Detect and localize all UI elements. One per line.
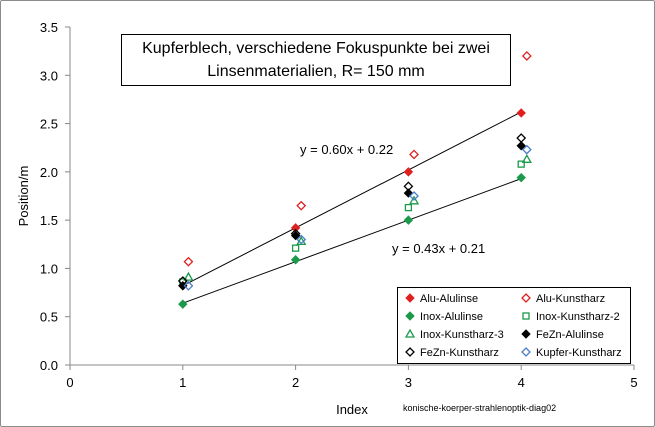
y-axis-label: Position/m	[16, 166, 31, 227]
legend-label-inox-kunstharz-3: Inox-Kunstharz-3	[420, 329, 504, 341]
trendline-lower	[182, 178, 522, 304]
data-point-fezn-kunstharz	[516, 133, 527, 143]
legend-marker-fezn-alulinse	[521, 329, 531, 339]
y-tick-label: 1.0	[40, 261, 58, 276]
legend: Alu-Alulinse Alu-Kunstharz Inox-Alulinse In…	[397, 287, 631, 364]
x-tick-label: 4	[518, 375, 525, 390]
y-tick-label: 3.5	[40, 20, 58, 35]
data-point-fezn-kunstharz	[403, 181, 414, 192]
data-point-inox-kunstharz-2	[517, 160, 525, 168]
data-point-inox-alulinse	[403, 215, 414, 225]
data-point-inox-kunstharz-2	[291, 244, 300, 252]
data-point-alu-kunstharz	[409, 149, 419, 160]
data-point-kupfer-kunstharz	[296, 234, 307, 245]
x-tick-label: 2	[292, 375, 299, 390]
data-point-inox-alulinse	[178, 299, 188, 309]
legend-label-alu-alulinse: Alu-Alulinse	[420, 293, 478, 305]
data-point-inox-kunstharz-3	[408, 195, 420, 205]
y-tick-label: 0.0	[40, 358, 58, 373]
y-tick-label: 0.5	[40, 310, 58, 325]
y-tick-label: 1.5	[40, 213, 58, 228]
legend-label-inox-alulinse: Inox-Alulinse	[420, 311, 483, 323]
x-axis-label: Index	[336, 402, 368, 417]
data-point-alu-kunstharz	[521, 51, 532, 61]
x-tick-label: 1	[179, 375, 186, 390]
data-point-fezn-kunstharz	[177, 276, 188, 286]
legend-marker-inox-kunstharz-2	[522, 312, 530, 320]
y-tick-label: 2.0	[40, 165, 58, 180]
legend-marker-alu-alulinse	[405, 293, 415, 303]
trendline-equation-upper: y = 0.60x + 0.22	[300, 142, 393, 157]
source-annotation: konische-koerper-strahlenoptik-diag02	[403, 403, 556, 413]
data-point-alu-alulinse	[516, 108, 526, 118]
data-point-alu-kunstharz	[296, 200, 307, 211]
axes: 0 1 2 3 4 5 0.0 0.5 1.0 1.5 2.0 2.5 3.0 3.5	[40, 20, 638, 390]
legend-label-fezn-alulinse: FeZn-Alulinse	[536, 329, 604, 341]
legend-svg: Alu-Alulinse Alu-Kunstharz Inox-Alulinse In…	[404, 293, 622, 359]
legend-label-kupfer-kunstharz: Kupfer-Kunstharz	[536, 347, 622, 359]
data-point-alu-kunstharz	[183, 256, 194, 267]
x-tick-label: 0	[66, 375, 73, 390]
legend-label-fezn-kunstharz: FeZn-Kunstharz	[420, 347, 499, 359]
data-point-inox-kunstharz-3	[183, 271, 194, 281]
data-point-inox-alulinse	[516, 172, 526, 183]
y-tick-label: 2.5	[40, 117, 58, 132]
data-point-kupfer-kunstharz	[409, 191, 419, 201]
data-point-kupfer-kunstharz	[521, 144, 532, 155]
data-point-alu-alulinse	[290, 223, 301, 233]
data-point-fezn-alulinse	[516, 141, 526, 151]
trendline-equation-lower: y = 0.43x + 0.21	[392, 241, 485, 256]
trendlines	[182, 111, 522, 304]
data-point-kupfer-kunstharz	[183, 280, 194, 291]
data-point-inox-alulinse	[290, 255, 301, 265]
data-point-inox-kunstharz-3	[521, 153, 532, 163]
chart-title-line-1: Kupferblech, verschiedene Fokuspunkte be…	[142, 40, 490, 57]
x-tick-label: 3	[405, 375, 412, 390]
legend-marker-inox-kunstharz-3	[404, 328, 416, 338]
trendline-upper	[182, 111, 522, 287]
legend-label-inox-kunstharz-2: Inox-Kunstharz-2	[536, 311, 620, 323]
data-point-fezn-kunstharz	[290, 228, 301, 239]
legend-marker-fezn-kunstharz	[405, 347, 415, 357]
x-tick-label: 5	[630, 375, 637, 390]
legend-marker-alu-kunstharz	[521, 293, 531, 303]
data-point-alu-alulinse	[403, 167, 414, 177]
y-tick-label: 3.0	[40, 68, 58, 83]
legend-marker-kupfer-kunstharz	[521, 347, 531, 357]
data-points	[177, 51, 532, 309]
chart-title-box: Kupferblech, verschiedene Fokuspunkte be…	[121, 34, 511, 86]
chart-title-line-2: Linsenmaterialien, R= 150 mm	[207, 63, 425, 80]
data-point-inox-kunstharz-2	[404, 203, 413, 212]
legend-label-alu-kunstharz: Alu-Kunstharz	[536, 293, 605, 305]
legend-marker-inox-alulinse	[405, 311, 415, 321]
